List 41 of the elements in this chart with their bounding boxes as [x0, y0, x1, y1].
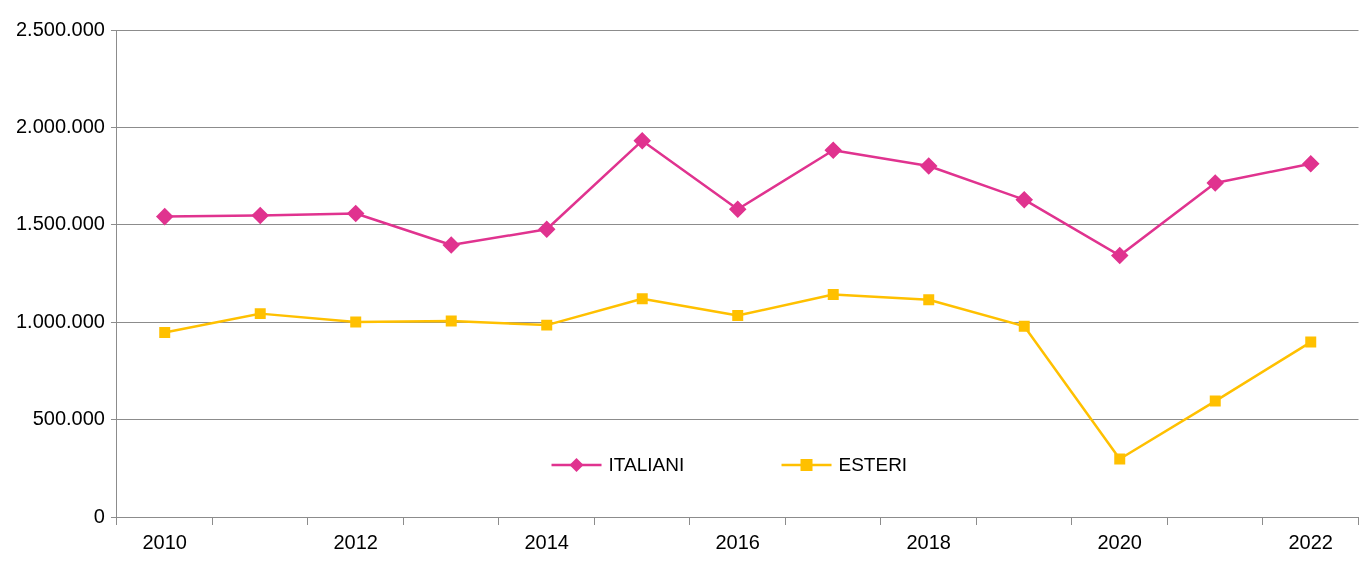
point — [1114, 453, 1126, 465]
x-tick-label: 2022 — [1288, 530, 1333, 553]
point — [347, 205, 364, 222]
x-tick-label: 2010 — [142, 530, 187, 553]
point — [350, 316, 362, 328]
point — [251, 207, 269, 224]
point — [1209, 395, 1221, 407]
point — [445, 315, 457, 327]
point — [729, 200, 746, 218]
point — [732, 310, 744, 322]
legend-label: ESTERI — [838, 454, 908, 476]
point — [1305, 336, 1317, 348]
point — [1302, 155, 1319, 173]
legend-label: ITALIANI — [608, 454, 685, 476]
point — [923, 294, 935, 306]
x-tick-label: 2016 — [715, 530, 760, 553]
point — [633, 132, 651, 149]
y-tick-label: 500.000 — [32, 407, 105, 430]
point — [1015, 191, 1033, 208]
x-tick-label: 2018 — [906, 530, 951, 553]
point — [1018, 320, 1030, 332]
point — [159, 327, 171, 339]
y-tick-label: 2.000.000 — [15, 114, 105, 137]
point — [920, 157, 937, 175]
y-tick-label: 1.000.000 — [15, 309, 105, 332]
y-tick-label: 0 — [93, 504, 105, 527]
point — [824, 141, 842, 159]
point — [1207, 174, 1224, 192]
point — [541, 319, 553, 331]
x-tick-label: 2012 — [333, 530, 378, 553]
point — [442, 236, 460, 254]
point — [636, 293, 648, 305]
x-tick-label: 2020 — [1097, 530, 1142, 553]
point — [1111, 247, 1128, 264]
point — [254, 308, 266, 320]
point — [156, 208, 173, 225]
point — [827, 289, 839, 301]
y-tick-label: 1.500.000 — [15, 212, 105, 235]
y-tick-label: 2.500.000 — [15, 17, 105, 40]
point — [538, 221, 555, 238]
x-tick-label: 2014 — [524, 530, 569, 553]
